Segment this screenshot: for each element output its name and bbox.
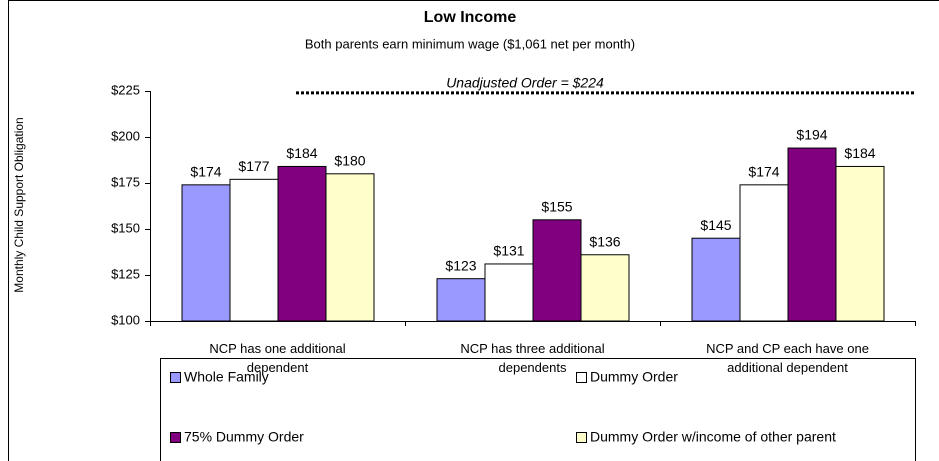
legend-swatch bbox=[170, 372, 181, 383]
reference-label: Unadjusted Order = $224 bbox=[446, 75, 604, 91]
value-label: $184 bbox=[844, 145, 875, 161]
bar bbox=[436, 278, 486, 322]
value-label: $180 bbox=[334, 153, 365, 169]
chart-title: Low Income bbox=[424, 9, 517, 26]
value-label: $174 bbox=[748, 164, 779, 180]
value-label: $123 bbox=[445, 257, 476, 273]
legend-label: Dummy Order bbox=[590, 369, 678, 385]
x-tick-label: NCP has three additional dependents bbox=[460, 341, 605, 375]
value-label: $174 bbox=[190, 164, 221, 180]
bar bbox=[580, 254, 630, 322]
bar bbox=[229, 178, 279, 322]
y-tick-label: $200 bbox=[111, 128, 140, 143]
bar bbox=[325, 173, 375, 322]
bar bbox=[181, 184, 231, 322]
y-tick-label: $175 bbox=[111, 174, 140, 189]
bar bbox=[787, 147, 837, 322]
value-label: $155 bbox=[541, 199, 572, 215]
chart-frame bbox=[8, 0, 939, 461]
legend-label: Whole Family bbox=[184, 369, 269, 385]
y-tick-label: $125 bbox=[111, 266, 140, 281]
legend bbox=[160, 358, 916, 461]
y-tick-label: $150 bbox=[111, 220, 140, 235]
legend-label: Dummy Order w/income of other parent bbox=[590, 429, 836, 445]
legend-swatch bbox=[576, 372, 587, 383]
bar bbox=[277, 165, 327, 322]
bar bbox=[484, 263, 534, 322]
legend-swatch bbox=[170, 432, 181, 443]
bar bbox=[835, 165, 885, 322]
value-label: $131 bbox=[493, 243, 524, 259]
y-tick-label: $100 bbox=[111, 312, 140, 327]
value-label: $177 bbox=[238, 158, 269, 174]
value-label: $184 bbox=[286, 145, 317, 161]
x-tick-label: NCP and CP each have one additional depe… bbox=[706, 341, 869, 375]
bar bbox=[532, 219, 582, 322]
value-label: $145 bbox=[700, 217, 731, 233]
bar bbox=[691, 237, 741, 322]
value-label: $194 bbox=[796, 127, 827, 143]
y-axis-label: Monthly Child Support Obligation bbox=[12, 117, 26, 292]
x-tick-label: NCP has one additional dependent bbox=[209, 341, 346, 375]
bar bbox=[739, 184, 789, 322]
y-tick-label: $225 bbox=[111, 82, 140, 97]
chart-subtitle: Both parents earn minimum wage ($1,061 n… bbox=[305, 36, 635, 51]
value-label: $136 bbox=[589, 233, 620, 249]
legend-label: 75% Dummy Order bbox=[184, 429, 304, 445]
legend-swatch bbox=[576, 432, 587, 443]
